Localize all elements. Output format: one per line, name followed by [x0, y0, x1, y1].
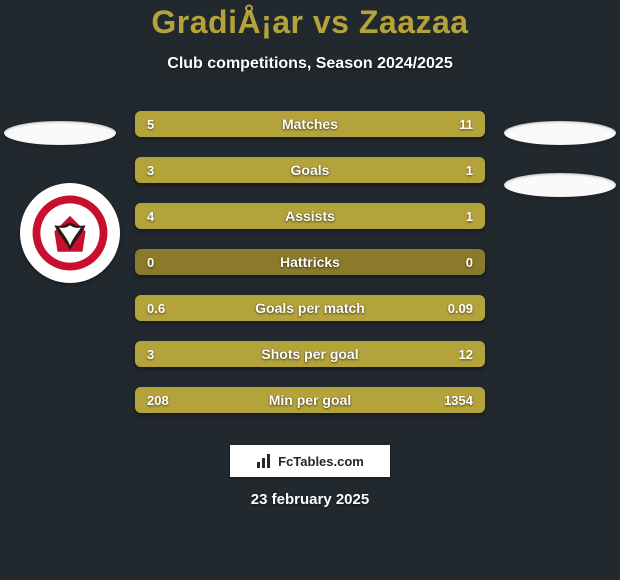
bar-left-fill [135, 111, 244, 137]
bar-right-fill [415, 203, 485, 229]
stat-row: Matches511 [135, 111, 485, 137]
stat-row: Assists41 [135, 203, 485, 229]
bar-left-fill [135, 295, 440, 321]
bar-left-fill [135, 387, 181, 413]
player-right-placeholder [504, 121, 616, 145]
comparison-content: الأهلي 1907 Matches511 Goals31 Assists41 Ha… [0, 109, 620, 429]
bar-track [135, 249, 485, 275]
stat-row: Goals per match0.60.09 [135, 295, 485, 321]
club-left-badge: الأهلي 1907 [20, 183, 120, 283]
bar-left-fill [135, 341, 205, 367]
brand-footer[interactable]: FcTables.com [230, 445, 390, 477]
bar-right-fill [440, 295, 486, 321]
bar-right-fill [205, 341, 485, 367]
bar-left-fill [135, 157, 398, 183]
footer-date: 23 february 2025 [0, 491, 620, 508]
bar-right-fill [398, 157, 486, 183]
stat-row: Hattricks00 [135, 249, 485, 275]
stat-row: Min per goal2081354 [135, 387, 485, 413]
stat-row: Goals31 [135, 157, 485, 183]
chart-icon [256, 453, 272, 469]
club-right-placeholder [504, 173, 616, 197]
svg-text:الأهلي: الأهلي [62, 203, 78, 212]
stat-bars: Matches511 Goals31 Assists41 Hattricks00 Goa… [135, 111, 485, 433]
page-root: GradiÅ¡ar vs Zaazaa Club competitions, S… [0, 0, 620, 580]
al-ahly-crest-icon: الأهلي 1907 [31, 194, 109, 272]
svg-text:1907: 1907 [64, 256, 76, 262]
bar-left-fill [135, 203, 415, 229]
stat-row: Shots per goal312 [135, 341, 485, 367]
page-subtitle: Club competitions, Season 2024/2025 [0, 55, 620, 73]
page-title: GradiÅ¡ar vs Zaazaa [0, 0, 620, 41]
bar-right-fill [181, 387, 486, 413]
bar-right-fill [244, 111, 486, 137]
brand-label: FcTables.com [278, 454, 364, 469]
player-left-placeholder [4, 121, 116, 145]
